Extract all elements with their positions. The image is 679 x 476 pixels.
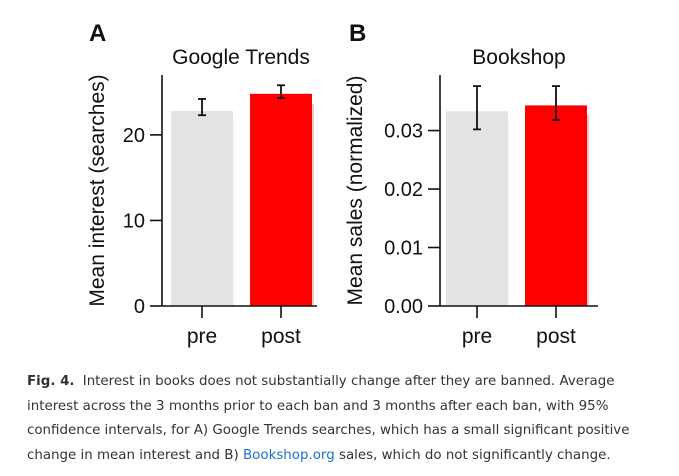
bookshop-link[interactable]: Bookshop.org — [243, 447, 335, 463]
bar-pre — [446, 111, 508, 306]
bar-post — [250, 93, 312, 306]
caption-text-after: sales, which do not significantly change… — [338, 447, 611, 463]
caption-text: Interest in books does not substantially… — [27, 374, 630, 463]
panel-label: A — [89, 20, 106, 47]
y-axis-label: Mean sales (normalized) — [344, 76, 367, 306]
caption-label: Fig. 4. — [27, 374, 75, 389]
x-tick-label-pre: pre — [187, 325, 217, 348]
y-tick-label: 0 — [134, 296, 145, 318]
panel-label: B — [349, 20, 366, 47]
x-tick-label-post: post — [536, 325, 576, 348]
bar-pre — [171, 110, 233, 306]
y-tick-label: 0.01 — [384, 238, 423, 260]
panel-a: A Google Trends Mean interest (searches) pr… — [86, 20, 317, 348]
y-tick-label: 0.00 — [384, 296, 423, 318]
bar-post — [525, 105, 587, 306]
x-tick-label-pre: pre — [462, 325, 492, 348]
figure-caption: Fig. 4. Interest in books does not subst… — [27, 370, 657, 468]
y-tick-label: 20 — [123, 125, 145, 147]
y-axis-label: Mean interest (searches) — [86, 74, 109, 306]
chart-title: Bookshop — [472, 46, 565, 69]
x-tick-label-post: post — [261, 325, 301, 348]
y-tick-label: 10 — [123, 210, 145, 232]
panel-b: B Bookshop Mean sales (normalized) pre post 0… — [344, 20, 598, 348]
y-tick-label: 0.02 — [384, 179, 423, 201]
figure: A Google Trends Mean interest (searches) pr… — [86, 20, 598, 348]
y-tick-label: 0.03 — [384, 121, 423, 143]
chart-title: Google Trends — [172, 46, 310, 69]
